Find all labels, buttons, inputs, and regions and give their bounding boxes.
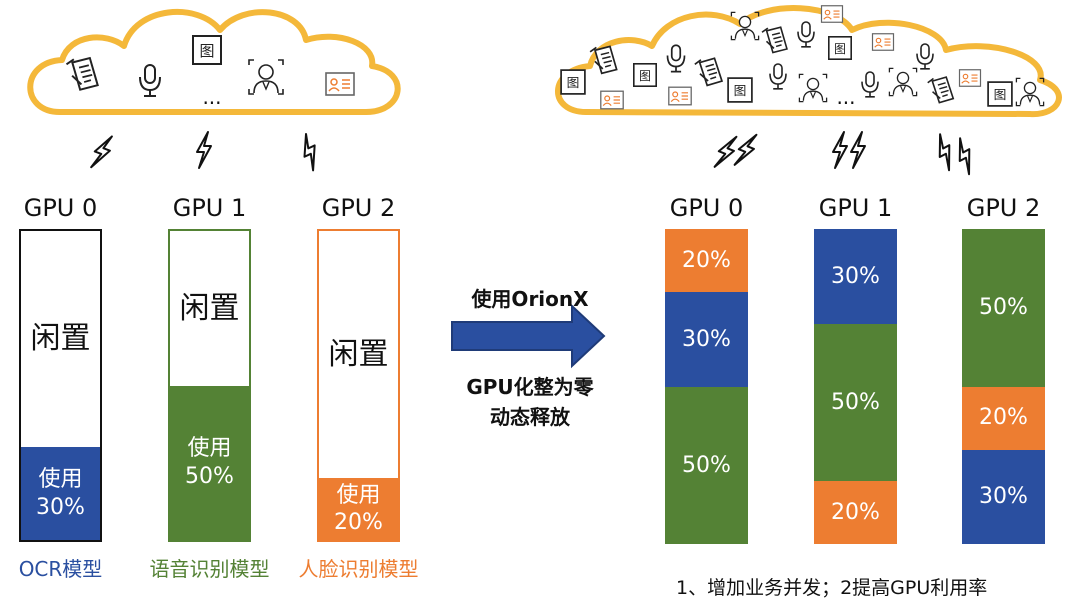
lightning-icon <box>832 131 848 169</box>
gpu-label: GPU 1 <box>818 194 893 222</box>
usage-segment: 使用 30% <box>21 447 100 540</box>
left-bolts <box>88 131 325 173</box>
right-bolts <box>711 129 981 177</box>
gpu-bar: 30% 50% 20% <box>814 229 897 544</box>
picture-icon <box>632 62 658 87</box>
arrow-top-text: 使用OrionX <box>471 287 589 311</box>
usage-segment: 20% <box>962 386 1045 450</box>
gpu-bar: 闲置 使用 20% <box>317 229 400 542</box>
usage-segment: 30% <box>962 449 1045 544</box>
usage-segment: 50% <box>665 386 748 544</box>
idle-segment: 闲置 <box>319 231 398 479</box>
usage-segment: 20% <box>814 481 897 544</box>
lightning-icon <box>850 131 866 169</box>
gpu-label: GPU 2 <box>966 194 1041 222</box>
id-card-icon <box>668 86 692 106</box>
lightning-icon <box>88 131 116 173</box>
center-arrow <box>451 303 606 369</box>
usage-segment: 使用 20% <box>319 478 398 540</box>
id-card-icon <box>958 69 982 87</box>
gpu-bar: 闲置 使用 50% <box>168 229 251 542</box>
gpu-label: GPU 1 <box>172 194 247 222</box>
usage-segment: 使用 50% <box>170 385 249 540</box>
gpu-bar: 50% 20% 30% <box>962 229 1045 544</box>
idle-segment: 闲置 <box>21 231 100 448</box>
arrow-bottom-text: GPU化整为零 动态释放 <box>466 375 594 429</box>
gpu-label: GPU 0 <box>23 194 98 222</box>
usage-segment: 30% <box>814 229 897 324</box>
usage-segment: 50% <box>962 229 1045 387</box>
lightning-icon <box>295 131 325 173</box>
model-label: OCR模型 <box>18 557 103 581</box>
id-card-icon <box>871 33 895 51</box>
gpu-label: GPU 2 <box>321 194 396 222</box>
gpu-bar: 20% 30% 50% <box>665 229 748 544</box>
model-label: 语音识别模型 <box>149 557 270 581</box>
picture-icon <box>727 77 753 103</box>
id-card-icon <box>325 72 355 96</box>
usage-segment: 30% <box>665 292 748 387</box>
bottom-note: 1、增加业务并发；2提高GPU利用率 <box>676 577 988 599</box>
left-cloud-ellipsis: ... <box>202 85 221 109</box>
usage-segment: 20% <box>665 229 748 292</box>
lightning-icon <box>196 131 212 169</box>
gpu-label: GPU 0 <box>669 194 744 222</box>
right-cloud-ellipsis: ... <box>836 85 855 109</box>
lightning-icon <box>949 135 981 177</box>
id-card-icon <box>600 90 624 110</box>
picture-icon <box>192 35 222 65</box>
lightning-icon <box>929 131 961 173</box>
gpu-bar: 闲置 使用 30% <box>19 229 102 542</box>
usage-segment: 50% <box>814 323 897 481</box>
idle-segment: 闲置 <box>170 231 249 386</box>
picture-icon <box>987 81 1013 107</box>
picture-icon <box>560 69 586 95</box>
id-card-icon <box>820 5 844 23</box>
model-label: 人脸识别模型 <box>298 557 419 581</box>
picture-icon <box>827 35 853 61</box>
